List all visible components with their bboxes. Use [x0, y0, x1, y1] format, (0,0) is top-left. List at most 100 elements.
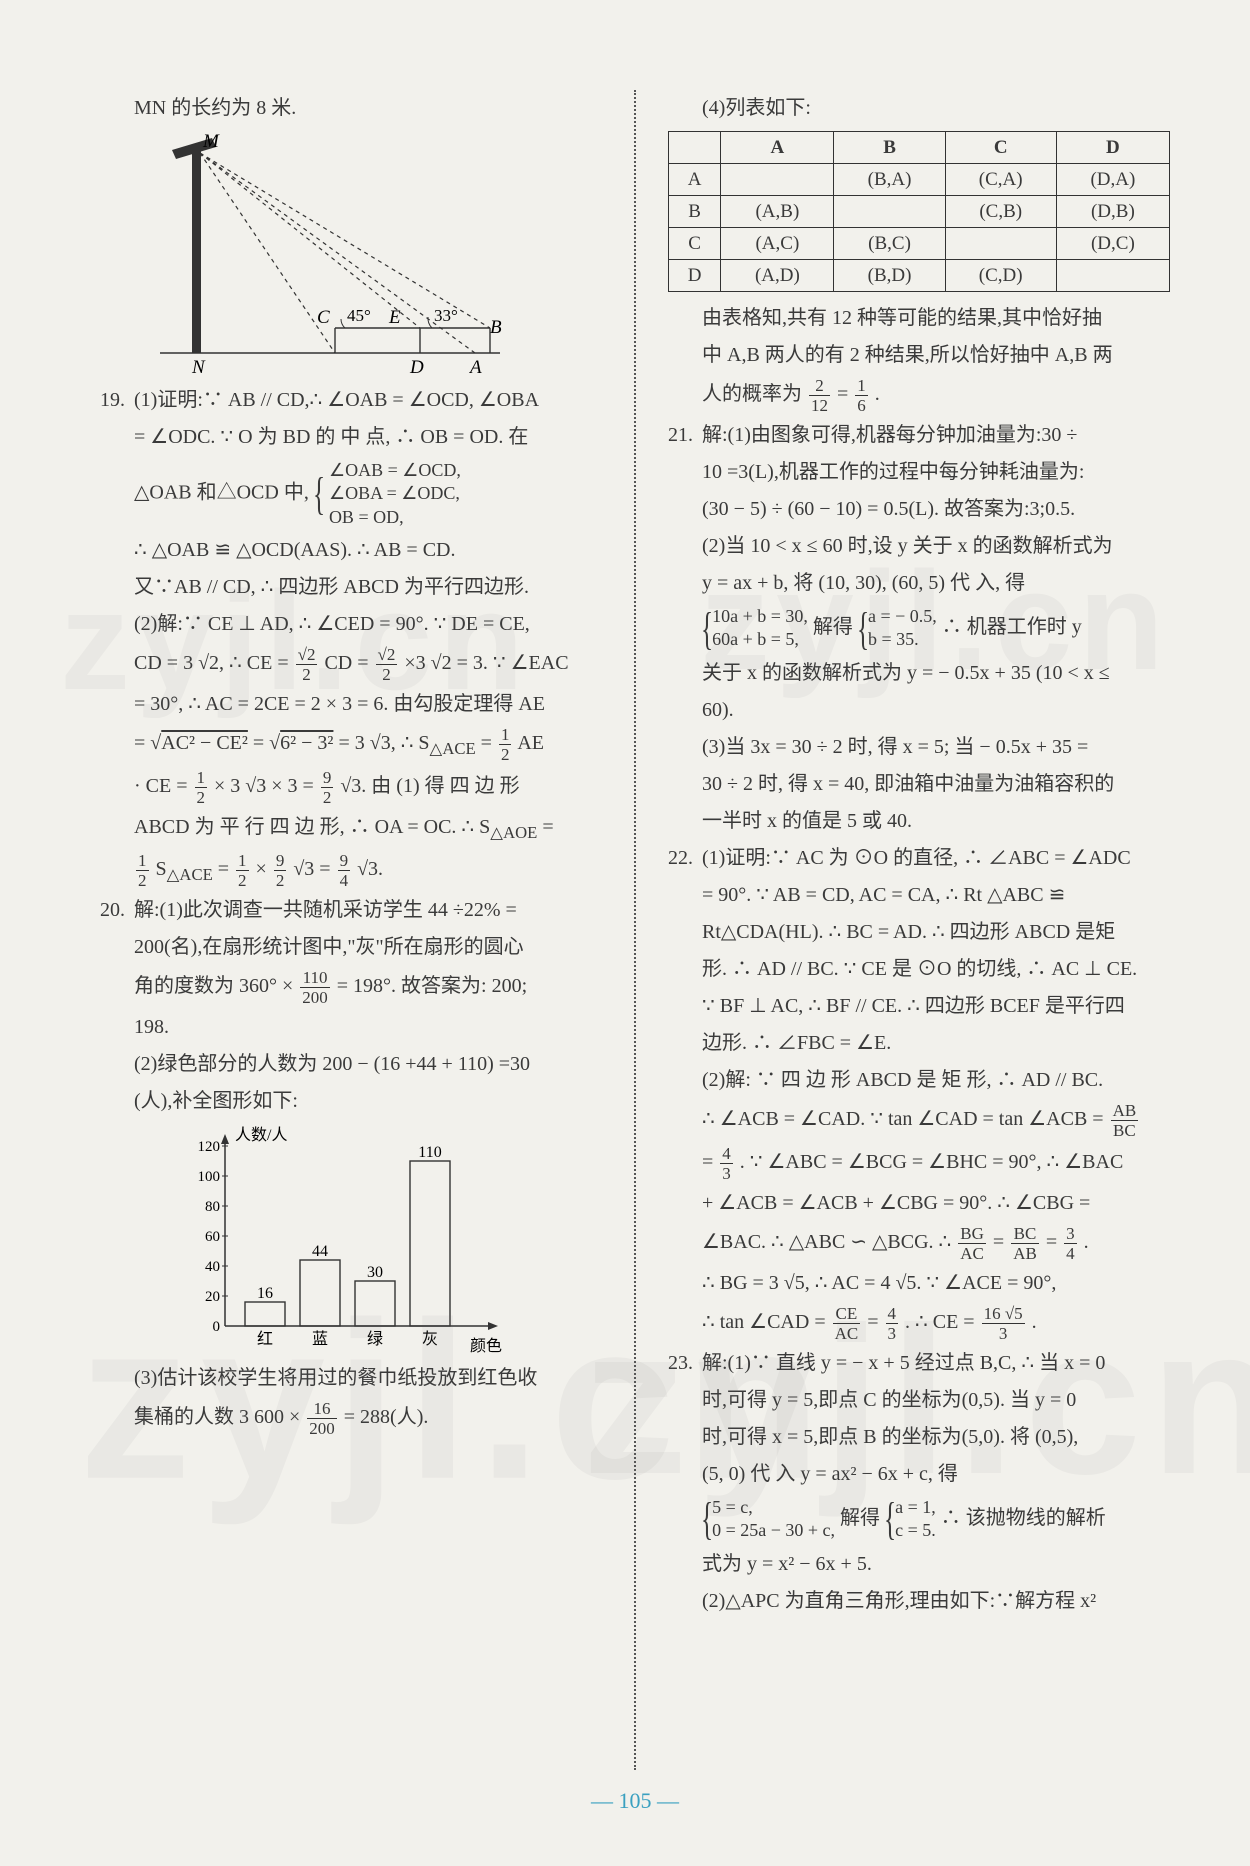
svg-text:20: 20 — [205, 1289, 220, 1305]
p22-line: (2)解: ∵ 四 边 形 ABCD 是 矩 形, ∴ AD // BC. — [668, 1065, 1170, 1096]
after-table-text: 中 A,B 两人的有 2 种结果,所以恰好抽中 A,B 两 — [668, 340, 1170, 371]
p23-line: 式为 y = x² − 6x + 5. — [668, 1549, 1170, 1580]
after-table-text: 人的概率为 212 = 16 . — [668, 377, 1170, 414]
p19-line: = √AC² − CE² = √6² − 3² = 3 √3, ∴ S△ACE … — [100, 726, 602, 763]
p21-line: y = ax + b, 将 (10, 30), (60, 5) 代 入, 得 — [668, 568, 1170, 599]
p19-line: CD = 3 √2, ∴ CE = √22 CD = √22 ×3 √2 = 3… — [100, 646, 602, 683]
problem-number: 20. — [100, 895, 134, 926]
svg-text:C: C — [317, 307, 330, 328]
p23-line: 23.解:(1)∵ 直线 y = − x + 5 经过点 B,C, ∴ 当 x … — [668, 1348, 1170, 1379]
geometry-figure: M N C E B D A 45° 33° — [140, 133, 520, 378]
p19-line: ABCD 为 平 行 四 边 形, ∴ OA = OC. ∴ S△AOE = — [100, 812, 602, 846]
two-column-layout: MN 的长约为 8 米. M N C E B D A 45° 33° — [100, 90, 1170, 1770]
p22-line: = 43 . ∵ ∠ABC = ∠BCG = ∠BHC = 90°, ∴ ∠BA… — [668, 1145, 1170, 1182]
p21-system: {10a + b = 30,60a + b = 5, 解得 {a = − 0.5… — [668, 605, 1170, 652]
p21-line: 60). — [668, 695, 1170, 726]
svg-text:44: 44 — [312, 1243, 328, 1260]
table-row: A(B,A)(C,A)(D,A) — [669, 164, 1170, 196]
svg-text:人数/人: 人数/人 — [235, 1126, 287, 1144]
p19-line: = 30°, ∴ AC = 2CE = 2 × 3 = 6. 由勾股定理得 AE — [100, 689, 602, 720]
p22-line: ∴ tan ∠CAD = CEAC = 43 . ∴ CE = 16 √53 . — [668, 1305, 1170, 1342]
p21-line: 21.解:(1)由图象可得,机器每分钟加油量为:30 ÷ — [668, 420, 1170, 451]
p23-line: (5, 0) 代 入 y = ax² − 6x + c, 得 — [668, 1459, 1170, 1490]
table-row: D(A,D)(B,D)(C,D) — [669, 260, 1170, 292]
outcome-table: A BC D A(B,A)(C,A)(D,A) B(A,B)(C,B)(D,B)… — [668, 131, 1170, 292]
right-column: (4)列表如下: A BC D A(B,A)(C,A)(D,A) B(A,B)(… — [668, 90, 1170, 1770]
p19-line: 19.(1)证明:∵ AB // CD,∴ ∠OAB = ∠OCD, ∠OBA — [100, 385, 602, 416]
p19-system: △OAB 和△OCD 中, { ∠OAB = ∠OCD, ∠OBA = ∠ODC… — [100, 459, 602, 529]
p22-line: ∵ BF ⊥ AC, ∴ BF // CE. ∴ 四边形 BCEF 是平行四 — [668, 991, 1170, 1022]
svg-text:0: 0 — [213, 1319, 221, 1335]
p23-line: 时,可得 x = 5,即点 B 的坐标为(5,0). 将 (0,5), — [668, 1422, 1170, 1453]
p21-line: 一半时 x 的值是 5 或 40. — [668, 806, 1170, 837]
problem-number: 22. — [668, 843, 702, 874]
p22-line: 形. ∴ AD // BC. ∵ CE 是 ⊙O 的切线, ∴ AC ⊥ CE. — [668, 954, 1170, 985]
p21-line: 10 =3(L),机器工作的过程中每分钟耗油量为: — [668, 457, 1170, 488]
svg-text:80: 80 — [205, 1199, 220, 1215]
p23-system: {5 = c,0 = 25a − 30 + c, 解得 {a = 1,c = 5… — [668, 1496, 1170, 1543]
p21-line: (3)当 3x = 30 ÷ 2 时, 得 x = 5; 当 − 0.5x + … — [668, 732, 1170, 763]
p22-line: ∴ BG = 3 √5, ∴ AC = 4 √5. ∵ ∠ACE = 90°, — [668, 1268, 1170, 1299]
column-divider — [634, 90, 636, 1770]
svg-text:灰: 灰 — [422, 1330, 438, 1348]
p20-line: 198. — [100, 1012, 602, 1043]
p22-line: = 90°. ∵ AB = CD, AC = CA, ∴ Rt △ABC ≌ — [668, 880, 1170, 911]
p20-line: 200(名),在扇形统计图中,"灰"所在扇形的圆心 — [100, 932, 602, 963]
svg-text:100: 100 — [198, 1169, 221, 1185]
p19-line: · CE = 12 × 3 √3 × 3 = 92 √3. 由 (1) 得 四 … — [100, 769, 602, 806]
svg-text:红: 红 — [257, 1330, 273, 1348]
p19-line: 12 S△ACE = 12 × 92 √3 = 94 √3. — [100, 852, 602, 889]
svg-text:M: M — [202, 133, 220, 152]
p21-line: (2)当 10 < x ≤ 60 时,设 y 关于 x 的函数解析式为 — [668, 531, 1170, 562]
p19-line: ∴ △OAB ≌ △OCD(AAS). ∴ AB = CD. — [100, 535, 602, 566]
table-row: A BC D — [669, 132, 1170, 164]
p22-line: + ∠ACB = ∠ACB + ∠CBG = 90°. ∴ ∠CBG = — [668, 1188, 1170, 1219]
p23-line: 时,可得 y = 5,即点 C 的坐标为(0,5). 当 y = 0 — [668, 1385, 1170, 1416]
svg-text:蓝: 蓝 — [312, 1330, 328, 1348]
p19-line: 又∵AB // CD, ∴ 四边形 ABCD 为平行四边形. — [100, 572, 602, 603]
p22-line: Rt△CDA(HL). ∴ BC = AD. ∴ 四边形 ABCD 是矩 — [668, 917, 1170, 948]
svg-text:D: D — [409, 357, 424, 378]
problem-number: 23. — [668, 1348, 702, 1379]
p22-line: 边形. ∴ ∠FBC = ∠E. — [668, 1028, 1170, 1059]
p22-line: ∠BAC. ∴ △ABC ∽ △BCG. ∴ BGAC = BCAB = 34 … — [668, 1225, 1170, 1262]
svg-text:16: 16 — [257, 1285, 273, 1302]
table-row: C(A,C)(B,C)(D,C) — [669, 228, 1170, 260]
p19-line: = ∠ODC. ∵ O 为 BD 的 中 点, ∴ OB = OD. 在 — [100, 422, 602, 453]
svg-text:45°: 45° — [347, 306, 371, 325]
p21-line: 30 ÷ 2 时, 得 x = 40, 即油箱中油量为油箱容积的 — [668, 769, 1170, 800]
svg-text:30: 30 — [367, 1264, 383, 1281]
svg-text:120: 120 — [198, 1139, 221, 1155]
after-table-text: 由表格知,共有 12 种等可能的结果,其中恰好抽 — [668, 303, 1170, 334]
p21-line: 关于 x 的函数解析式为 y = − 0.5x + 35 (10 < x ≤ — [668, 658, 1170, 689]
svg-text:33°: 33° — [434, 306, 458, 325]
svg-text:A: A — [468, 357, 482, 378]
svg-text:60: 60 — [205, 1229, 220, 1245]
p22-line: ∴ ∠ACB = ∠CAD. ∵ tan ∠CAD = tan ∠ACB = A… — [668, 1102, 1170, 1139]
svg-text:N: N — [191, 357, 206, 378]
svg-text:绿: 绿 — [367, 1330, 383, 1348]
problem-number: 21. — [668, 420, 702, 451]
p19-line: (2)解:∵ CE ⊥ AD, ∴ ∠CED = 90°. ∵ DE = CE, — [100, 609, 602, 640]
p20-line: (3)估计该校学生将用过的餐巾纸投放到红色收 — [100, 1363, 602, 1394]
p22-line: 22.(1)证明:∵ AC 为 ⊙O 的直径, ∴ ∠ABC = ∠ADC — [668, 843, 1170, 874]
p20-line: 20.解:(1)此次调查一共随机采访学生 44 ÷22% = — [100, 895, 602, 926]
svg-text:B: B — [490, 317, 502, 338]
svg-text:E: E — [388, 307, 401, 328]
p20-line: (人),补全图形如下: — [100, 1086, 602, 1117]
p20-line: 集桶的人数 3 600 × 16200 = 288(人). — [100, 1400, 602, 1437]
svg-text:40: 40 — [205, 1259, 220, 1275]
page-number: — 105 — — [100, 1788, 1170, 1814]
table-row: B(A,B)(C,B)(D,B) — [669, 196, 1170, 228]
bar-chart: 人数/人 颜色 0 20 40 60 80 100 120 16 44 30 110 红 蓝 — [180, 1126, 510, 1356]
p23-line: (2)△APC 为直角三角形,理由如下:∵解方程 x² — [668, 1586, 1170, 1617]
p21-line: (30 − 5) ÷ (60 − 10) = 0.5(L). 故答案为:3;0.… — [668, 494, 1170, 525]
p20-line: (2)绿色部分的人数为 200 − (16 +44 + 110) =30 — [100, 1049, 602, 1080]
left-column: MN 的长约为 8 米. M N C E B D A 45° 33° — [100, 90, 602, 1770]
svg-text:110: 110 — [418, 1144, 441, 1161]
svg-text:颜色: 颜色 — [470, 1337, 502, 1355]
mn-length-text: MN 的长约为 8 米. — [100, 93, 602, 124]
problem-number: 19. — [100, 385, 134, 416]
p20-line: 角的度数为 360° × 110200 = 198°. 故答案为: 200; — [100, 969, 602, 1006]
table-caption: (4)列表如下: — [668, 93, 1170, 124]
